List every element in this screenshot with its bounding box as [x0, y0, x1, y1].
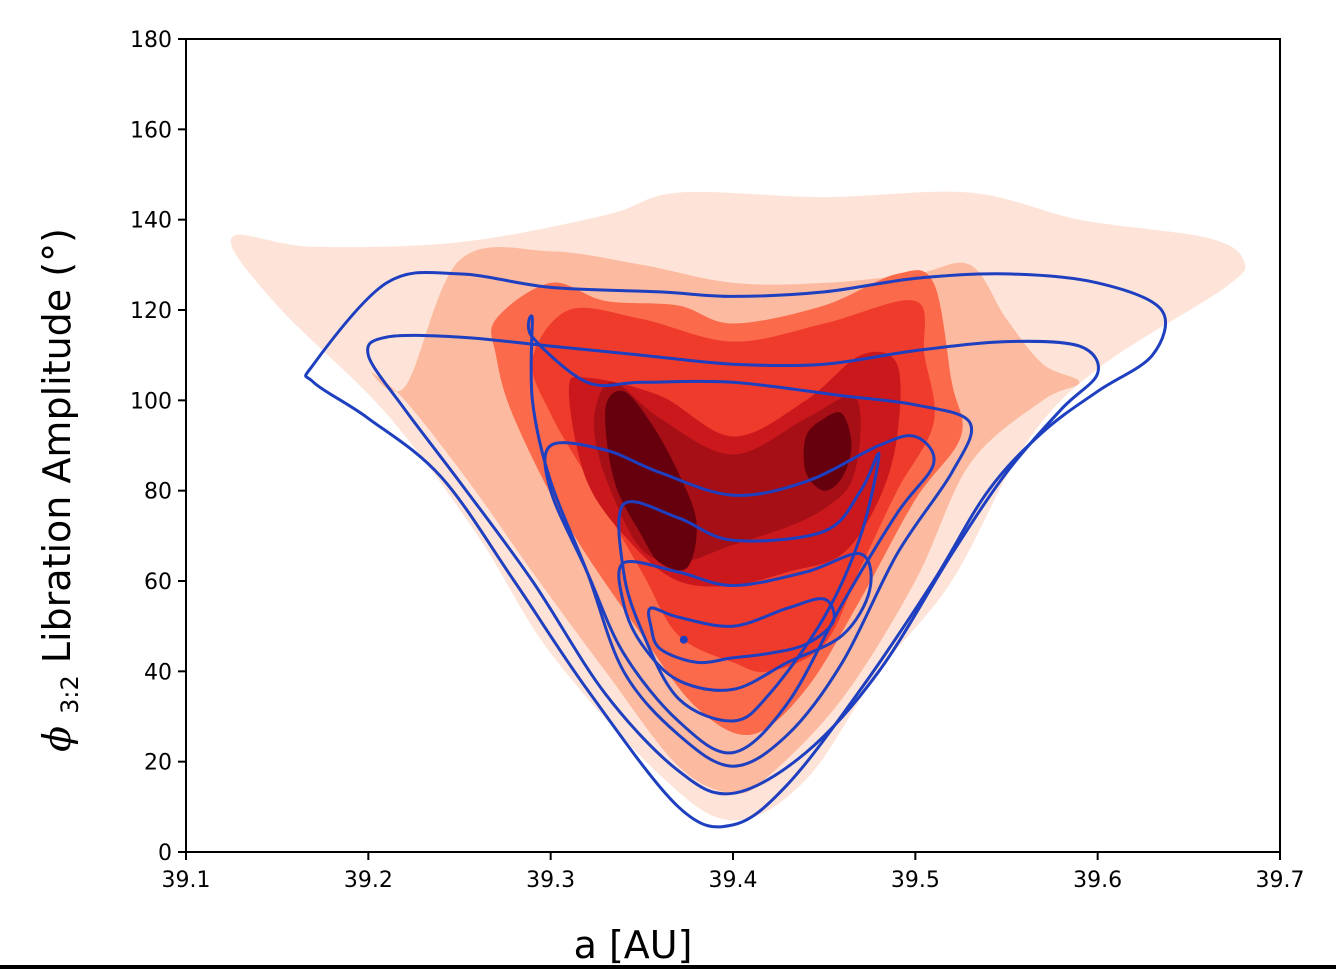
line-contour-level-7: [647, 597, 836, 665]
y-tick-label: 100: [130, 389, 172, 414]
y-axis-label-symbol: ϕ: [35, 726, 79, 752]
peak-point: [679, 635, 688, 644]
line-contour-level-1: [304, 270, 1167, 829]
y-tick-label: 160: [130, 118, 172, 143]
line-contour-level-4: [543, 434, 936, 755]
x-axis-ticks: 39.1 39.2 39.3 39.4 39.5 39.6 39.7: [162, 852, 1305, 893]
y-axis-ticks: 0 20 40 60 80 100 120 140 160 180: [130, 28, 186, 866]
x-tick-label: 39.7: [1256, 868, 1305, 893]
x-tick-label: 39.5: [891, 868, 940, 893]
x-tick-label: 39.6: [1073, 868, 1122, 893]
y-tick-label: 0: [158, 841, 172, 866]
y-tick-label: 120: [130, 299, 172, 324]
peak-point-layer: [679, 635, 688, 644]
y-tick-label: 60: [144, 570, 172, 595]
line-contour-layer: [304, 270, 1167, 829]
x-tick-label: 39.3: [526, 868, 575, 893]
filled-contour-layer: [230, 191, 1246, 821]
y-tick-label: 180: [130, 28, 172, 53]
y-axis-label: ϕ 3:2 Libration Amplitude (°): [35, 228, 87, 752]
line-contour-level-5: [617, 451, 881, 723]
y-tick-label: 140: [130, 209, 172, 234]
y-axis-label-subscript: 3:2: [56, 675, 84, 714]
filled-contour-level-7: [605, 390, 697, 571]
y-tick-label: 80: [144, 480, 172, 505]
x-tick-label: 39.1: [162, 868, 211, 893]
line-contour-level-2: [366, 333, 1100, 796]
bottom-border: [0, 965, 1336, 969]
y-axis-label-text: Libration Amplitude (°): [35, 228, 79, 663]
y-tick-label: 40: [144, 660, 172, 685]
x-axis-label: a [AU]: [574, 923, 693, 967]
filled-contour-level-8: [803, 412, 852, 491]
x-tick-label: 39.2: [344, 868, 393, 893]
y-tick-label: 20: [144, 751, 172, 776]
line-contour-level-6: [617, 552, 873, 692]
x-tick-label: 39.4: [709, 868, 758, 893]
